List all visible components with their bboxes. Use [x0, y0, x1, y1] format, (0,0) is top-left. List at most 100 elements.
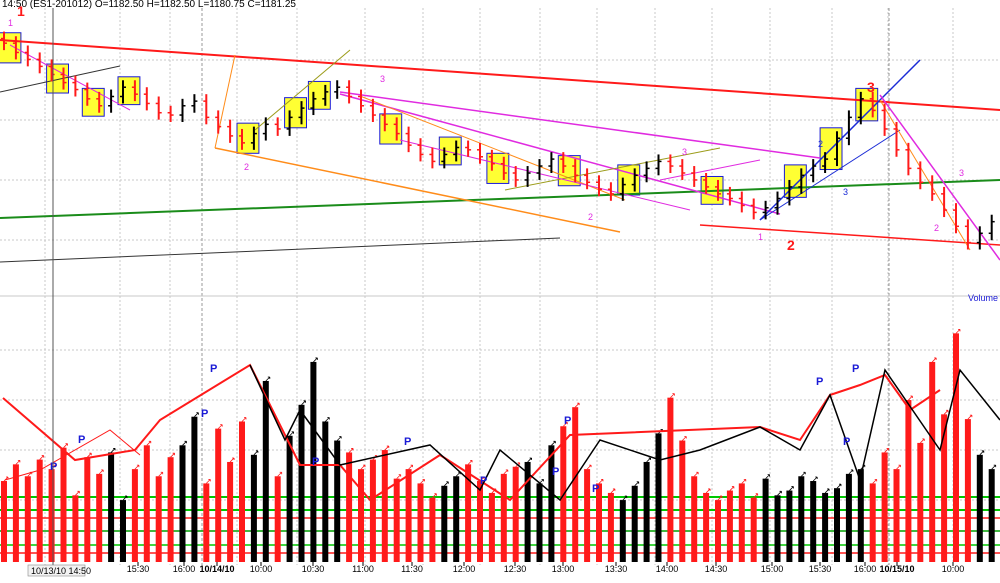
volume-arrow — [432, 493, 437, 498]
pivot-label: P — [50, 461, 57, 473]
volume-bar — [691, 476, 698, 562]
volume-arrow — [98, 469, 104, 475]
volume-arrow — [289, 431, 294, 437]
volume-bar — [988, 469, 995, 562]
wave-label: 3 — [959, 168, 964, 178]
volume-arrow — [741, 479, 747, 484]
volume-bar — [845, 473, 852, 562]
volume-arrow — [336, 436, 342, 441]
highlight-box — [617, 164, 641, 196]
volume-bar — [905, 400, 912, 562]
x-tick-label: 15:00 — [761, 564, 784, 574]
volume-bar — [703, 492, 710, 562]
volume-bar — [917, 442, 924, 562]
volume-bar — [822, 492, 829, 562]
volume-arrow — [931, 357, 937, 363]
volume-arrow — [503, 469, 509, 475]
volume-arrow — [467, 459, 473, 465]
volume-bar — [679, 440, 686, 562]
volume-arrow — [967, 414, 973, 420]
trend-line — [359, 95, 626, 201]
trend-line — [214, 147, 621, 233]
volume-arrow — [574, 402, 580, 408]
volume-arrow — [396, 474, 402, 479]
x-tick-label: 11:30 — [401, 564, 423, 574]
volume-arrow — [729, 486, 735, 491]
volume-bar — [72, 495, 79, 562]
volume-bar — [239, 421, 245, 562]
volume-arrow — [670, 393, 675, 398]
volume-bar — [84, 457, 91, 562]
volume-bar — [298, 404, 305, 562]
x-tick-label: 13:00 — [552, 564, 575, 574]
pivot-label: P — [564, 415, 571, 427]
volume-bar — [810, 481, 817, 562]
x-tick-label: 10:00 — [942, 564, 965, 574]
volume-arrow — [408, 464, 413, 470]
volume-bar — [393, 478, 400, 562]
volume-bar — [536, 483, 543, 562]
x-tick-label: 15:30 — [809, 564, 832, 574]
volume-bar — [631, 485, 638, 562]
volume-label: Volume — [968, 293, 998, 303]
volume-bar — [453, 476, 460, 562]
volume-bar — [548, 445, 555, 562]
volume-bar — [203, 483, 210, 562]
volume-arrow — [908, 395, 913, 401]
wave-label: 1 — [758, 232, 763, 242]
volume-arrow — [15, 459, 21, 465]
trend-line — [9, 44, 131, 111]
volume-bar — [417, 483, 424, 562]
volume-bar — [941, 414, 948, 562]
volume-bar — [643, 461, 650, 562]
x-tick-label: 14:30 — [705, 564, 728, 574]
volume-bar — [155, 476, 162, 562]
volume-arrow — [598, 479, 604, 484]
x-tick-label: 16:00 — [854, 564, 877, 574]
x-tick-label: 13:30 — [605, 564, 628, 574]
volume-arrow — [920, 438, 925, 444]
highlight-box — [46, 63, 69, 94]
volume-arrow — [75, 490, 80, 496]
trend-line — [214, 54, 236, 149]
volume-bar — [369, 459, 376, 562]
volume-arrow — [313, 357, 318, 363]
volume-bar — [715, 500, 721, 562]
volume-bar — [191, 416, 198, 562]
volume-bar — [250, 454, 257, 562]
volume-bar — [726, 490, 733, 562]
volume-arrow — [777, 490, 782, 496]
volume-arrow — [646, 457, 651, 463]
volume-arrow — [812, 476, 818, 482]
volume-bar — [477, 481, 483, 562]
volume-bar — [405, 469, 412, 562]
volume-arrow — [348, 448, 354, 453]
volume-arrow — [682, 436, 687, 441]
x-tick-label: 10/14/10 — [199, 564, 234, 574]
highlight-box — [486, 152, 510, 184]
volume-arrow — [360, 464, 366, 470]
volume-arrow — [206, 479, 211, 484]
volume-arrow — [158, 471, 164, 477]
volume-zigzag-black — [249, 364, 1000, 502]
trend-line — [0, 39, 1000, 111]
wave-label: 2 — [934, 223, 939, 233]
volume-bar — [167, 457, 174, 562]
wave-label: 3 — [843, 187, 848, 197]
volume-bar — [262, 380, 269, 562]
volume-bar — [48, 469, 55, 562]
pivot-label: P — [852, 363, 859, 375]
volume-bar — [869, 483, 876, 562]
price-bars — [1, 31, 995, 250]
volume-arrow — [884, 448, 889, 453]
pivot-labels: P P P P P P P P P P P P P — [50, 363, 859, 495]
chart-grid — [0, 8, 1000, 565]
volume-bar — [358, 469, 364, 562]
trend-line — [504, 147, 721, 191]
x-tick-label: 16:00 — [173, 564, 196, 574]
volume-arrow — [586, 464, 592, 470]
volume-bar — [310, 361, 317, 562]
pivot-label: P — [404, 436, 411, 448]
volume-bar — [655, 433, 662, 562]
volume-bar — [572, 407, 579, 562]
